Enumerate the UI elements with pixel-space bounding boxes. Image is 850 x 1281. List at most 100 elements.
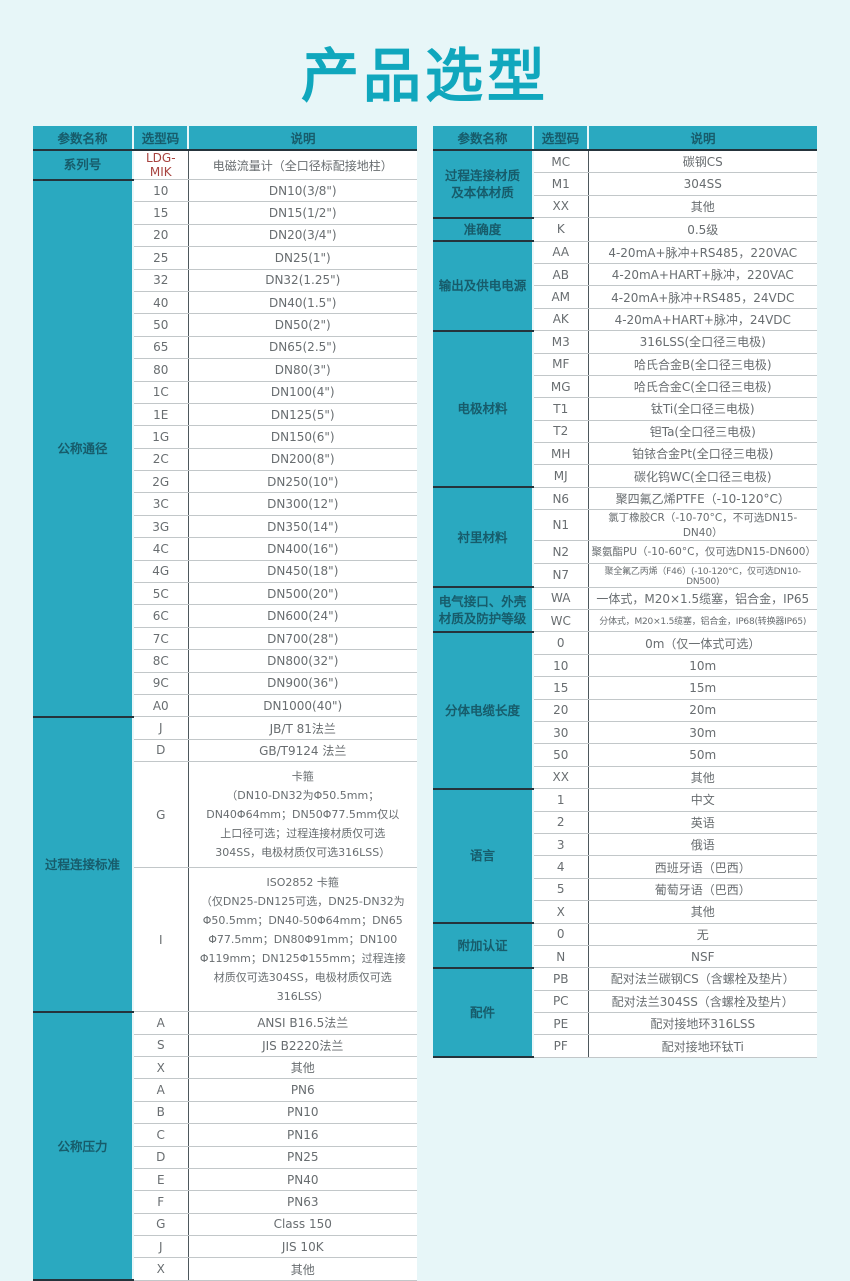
- code-cell: 40: [133, 291, 189, 315]
- desc-cell: PN16: [188, 1123, 417, 1147]
- desc-cell: 4-20mA+HART+脉冲，24VDC: [588, 308, 817, 332]
- code-cell: N1: [533, 509, 589, 542]
- table-row: 30 30m: [433, 721, 817, 745]
- code-cell: 1: [533, 788, 589, 812]
- table-row: 公称通径 10 DN10(3/8"): [33, 179, 417, 718]
- desc-cell: 一体式，M20×1.5缆塞，铝合金，IP65: [588, 587, 817, 611]
- table-row: B PN10: [33, 1101, 417, 1125]
- group-label: 电极材料: [433, 330, 534, 489]
- desc-cell: 钛Ti(全口径三电极): [588, 397, 817, 421]
- code-cell: 65: [133, 336, 189, 360]
- code-cell: MJ: [533, 464, 589, 488]
- code-cell: 50: [133, 313, 189, 337]
- code-cell: 25: [133, 246, 189, 270]
- desc-cell: 4-20mA+HART+脉冲，220VAC: [588, 263, 817, 287]
- code-cell: 10: [133, 179, 189, 203]
- col-header-code: 选型码: [133, 126, 189, 151]
- desc-cell: Class 150: [188, 1213, 417, 1237]
- table-row: F PN63: [33, 1190, 417, 1214]
- table-row: AM 4-20mA+脉冲+RS485，24VDC: [433, 285, 817, 309]
- table-row: 2G DN250(10"): [33, 470, 417, 494]
- code-cell: 15: [133, 201, 189, 225]
- table-row: 40 DN40(1.5"): [33, 291, 417, 315]
- table-row: 电极材料 M3 316LSS(全口径三电极): [433, 330, 817, 489]
- desc-cell: DN125(5"): [188, 403, 417, 427]
- code-cell: I: [133, 867, 189, 1013]
- desc-cell: 其他: [588, 900, 817, 924]
- table-row: J JIS 10K: [33, 1235, 417, 1259]
- col-header-desc: 说明: [588, 126, 817, 151]
- desc-cell: 10m: [588, 654, 817, 678]
- table-row: N2 聚氨酯PU（-10-60°C，仅可选DN15-DN600）: [433, 540, 817, 564]
- table-row: S JIS B2220法兰: [33, 1034, 417, 1057]
- table-row: XX 其他: [433, 195, 817, 219]
- table-row: 2 英语: [433, 811, 817, 834]
- table-row: 32 DN32(1.25"): [33, 269, 417, 292]
- desc-cell: JIS B2220法兰: [188, 1034, 417, 1057]
- table-row: MJ 碳化钨WC(全口径三电极): [433, 464, 817, 488]
- table-row: I ISO2852 卡箍 （仅DN25-DN125可选，DN25-DN32为 Φ5…: [33, 867, 417, 1013]
- code-cell: 5: [533, 878, 589, 902]
- page-title: 产品选型: [300, 42, 549, 110]
- col-header-param: 参数名称: [433, 126, 534, 151]
- desc-cell: PN10: [188, 1101, 417, 1125]
- table-row: N1 氯丁橡胶CR（-10-70°C，不可选DN15-DN40）: [433, 509, 817, 542]
- code-cell: D: [133, 1146, 189, 1169]
- code-cell: 3: [533, 833, 589, 857]
- desc-cell: 哈氏合金C(全口径三电极): [588, 375, 817, 399]
- group-label: 公称压力: [33, 1011, 134, 1281]
- table-row: 配件 PB 配对法兰碳钢CS（含螺栓及垫片）: [433, 967, 817, 1059]
- table-row: D GB/T9124 法兰: [33, 739, 417, 763]
- code-cell: MG: [533, 375, 589, 399]
- table-row: 附加认证 0 无: [433, 923, 817, 969]
- table-row: D PN25: [33, 1146, 417, 1169]
- desc-cell: 碳化钨WC(全口径三电极): [588, 464, 817, 488]
- table-row: 8C DN800(32"): [33, 649, 417, 673]
- desc-cell: 30m: [588, 721, 817, 745]
- table-row: 系列号 LDG-MIK 电磁流量计（全口径标配接地柱）: [33, 150, 417, 181]
- code-cell: 3C: [133, 492, 189, 516]
- code-cell: 5C: [133, 582, 189, 606]
- header-row: 参数名称 选型码 说明: [433, 126, 817, 151]
- table-row: G 卡箍 （DN10-DN32为Φ50.5mm； DN40Φ64mm；DN50Φ7…: [33, 761, 417, 869]
- code-cell: XX: [533, 766, 589, 790]
- desc-cell: DN200(8"): [188, 448, 417, 472]
- desc-cell: DN25(1"): [188, 246, 417, 270]
- group-label: 配件: [433, 967, 534, 1059]
- desc-cell: DN50(2"): [188, 313, 417, 337]
- table-row: 50 DN50(2"): [33, 313, 417, 337]
- code-cell: 30: [533, 721, 589, 745]
- table-row: 3G DN350(14"): [33, 515, 417, 539]
- code-cell: X: [133, 1257, 189, 1281]
- group-label: 输出及供电电源: [433, 241, 534, 332]
- code-cell: 2G: [133, 470, 189, 494]
- desc-cell: 钽Ta(全口径三电极): [588, 420, 817, 444]
- table-row: PE 配对接地环316LSS: [433, 1012, 817, 1036]
- table-row: 7C DN700(28"): [33, 627, 417, 651]
- table-row: 9C DN900(36"): [33, 672, 417, 695]
- code-cell: XX: [533, 195, 589, 219]
- code-cell: N7: [533, 563, 589, 588]
- table-row: 1C DN100(4"): [33, 381, 417, 404]
- code-cell: 4G: [133, 560, 189, 584]
- desc-cell: DN15(1/2"): [188, 201, 417, 225]
- table-row: T1 钛Ti(全口径三电极): [433, 397, 817, 421]
- desc-cell: DN80(3"): [188, 358, 417, 382]
- parameter-table-right: 参数名称 选型码 说明 过程连接材质 及本体材质 MC 碳钢CS M1 304SS XX 其…: [433, 126, 817, 1059]
- code-cell: PE: [533, 1012, 589, 1036]
- desc-cell: 304SS: [588, 172, 817, 196]
- desc-cell: DN900(36"): [188, 672, 417, 695]
- code-cell: MH: [533, 442, 589, 466]
- code-cell: 80: [133, 358, 189, 382]
- code-cell: 2C: [133, 448, 189, 472]
- desc-cell: 氯丁橡胶CR（-10-70°C，不可选DN15-DN40）: [588, 509, 817, 542]
- desc-cell: 电磁流量计（全口径标配接地柱）: [188, 150, 417, 180]
- table-row: 4 西班牙语（巴西）: [433, 855, 817, 879]
- desc-cell: PN63: [188, 1190, 417, 1214]
- code-cell: A0: [133, 694, 189, 718]
- group-label: 系列号: [33, 150, 134, 181]
- desc-cell: 聚氨酯PU（-10-60°C，仅可选DN15-DN600）: [588, 540, 817, 564]
- table-row: X 其他: [33, 1056, 417, 1080]
- group-label: 语言: [433, 788, 534, 925]
- table-row: N7 聚全氟乙丙烯（F46）(-10-120°C，仅可选DN10-DN500): [433, 563, 817, 588]
